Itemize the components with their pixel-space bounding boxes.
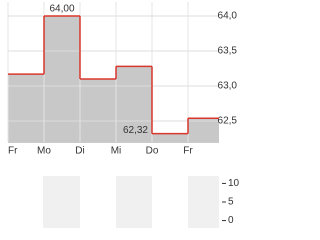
x-tick-label: Di bbox=[75, 146, 84, 157]
area bbox=[44, 16, 80, 142]
x-tick-label: Mo bbox=[37, 146, 51, 157]
volume-band bbox=[43, 176, 80, 228]
value-label: 62,32 bbox=[123, 125, 148, 136]
y-tick-label: 10 bbox=[228, 178, 240, 189]
x-tick-label: Mi bbox=[111, 146, 122, 157]
y-tick-label: 64,0 bbox=[218, 11, 238, 22]
area bbox=[80, 79, 116, 142]
value-label: 64,00 bbox=[49, 4, 74, 15]
area bbox=[188, 118, 219, 142]
x-tick-label: Fr bbox=[183, 146, 193, 157]
x-tick-label: Fr bbox=[8, 146, 18, 157]
page: 64,0 63,5 63,0 62,5 Fr Mo Di Mi Do Fr 64,00 62,32 10… bbox=[7, 2, 240, 228]
y-tick-label: 0 bbox=[228, 215, 234, 226]
chart: 64,0 63,5 63,0 62,5 Fr Mo Di Mi Do Fr 64,00 62,32 10… bbox=[7, 2, 240, 228]
y-tick-label: 5 bbox=[228, 197, 234, 208]
x-tick-label: Do bbox=[146, 146, 159, 157]
area bbox=[116, 66, 152, 142]
y-tick-label: 63,5 bbox=[218, 46, 238, 57]
y-tick-label: 63,0 bbox=[218, 81, 238, 92]
area bbox=[8, 74, 44, 142]
volume-band bbox=[116, 176, 152, 228]
volume-band bbox=[188, 176, 219, 228]
y-tick-label: 62,5 bbox=[218, 116, 238, 127]
area bbox=[152, 133, 188, 142]
